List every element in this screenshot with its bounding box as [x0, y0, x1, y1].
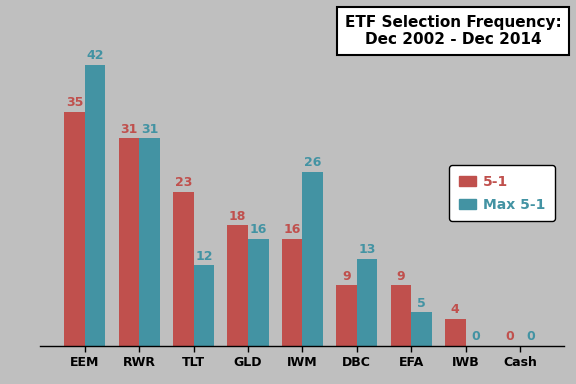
Bar: [391, 285, 411, 346]
Bar: [194, 265, 214, 346]
Bar: [445, 319, 465, 346]
Bar: [64, 112, 85, 346]
Text: 16: 16: [283, 223, 301, 236]
Text: 31: 31: [120, 123, 138, 136]
Bar: [302, 172, 323, 346]
Text: 13: 13: [358, 243, 376, 256]
Text: 4: 4: [451, 303, 460, 316]
Text: 23: 23: [175, 176, 192, 189]
Text: 31: 31: [141, 123, 158, 136]
Text: ETF Selection Frequency:
Dec 2002 - Dec 2014: ETF Selection Frequency: Dec 2002 - Dec …: [345, 15, 562, 47]
Text: 16: 16: [249, 223, 267, 236]
Bar: [411, 312, 432, 346]
Bar: [357, 259, 377, 346]
Bar: [139, 139, 160, 346]
Text: 12: 12: [195, 250, 213, 263]
Text: 0: 0: [505, 330, 514, 343]
Text: 0: 0: [526, 330, 535, 343]
Bar: [85, 65, 105, 346]
Text: 9: 9: [342, 270, 351, 283]
Text: 35: 35: [66, 96, 83, 109]
Text: 26: 26: [304, 156, 321, 169]
Bar: [336, 285, 357, 346]
Bar: [228, 225, 248, 346]
Text: 42: 42: [86, 49, 104, 62]
Bar: [119, 139, 139, 346]
Legend: 5-1, Max 5-1: 5-1, Max 5-1: [449, 166, 555, 221]
Text: 0: 0: [472, 330, 480, 343]
Text: 5: 5: [417, 296, 426, 310]
Text: 18: 18: [229, 210, 247, 223]
Text: 9: 9: [396, 270, 405, 283]
Bar: [282, 239, 302, 346]
Bar: [173, 192, 194, 346]
Bar: [248, 239, 268, 346]
